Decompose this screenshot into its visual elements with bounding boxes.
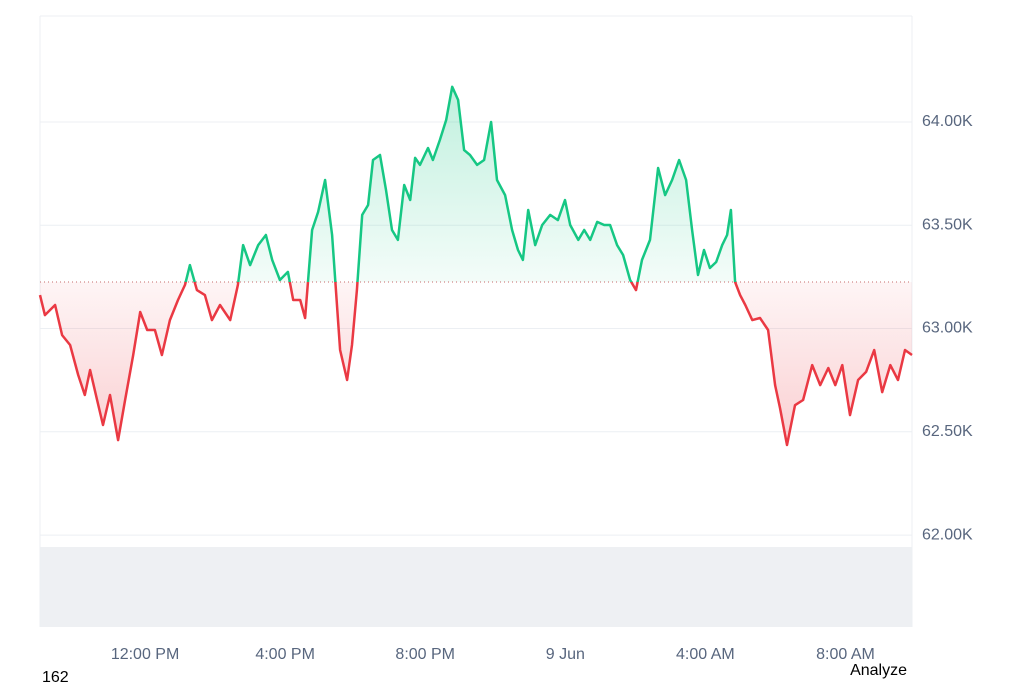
price-line [38, 85, 913, 447]
x-tick-label: 4:00 AM [676, 646, 735, 663]
x-tick-label: 8:00 PM [395, 646, 455, 663]
volume-area [40, 547, 912, 627]
x-tick-label: 8:00 AM [816, 646, 875, 663]
x-tick-label: 4:00 PM [255, 646, 315, 663]
analyze-button[interactable]: Analyze [850, 662, 907, 679]
y-tick-label: 63.50K [922, 216, 973, 233]
y-tick-label: 62.00K [922, 526, 973, 543]
price-area [40, 86, 912, 446]
x-tick-label: 9 Jun [546, 646, 585, 663]
x-tick-label: 12:00 PM [111, 646, 179, 663]
y-tick-label: 62.50K [922, 423, 973, 440]
y-tick-label: 63.00K [922, 320, 973, 337]
footer-left: 162 [42, 669, 69, 683]
y-tick-label: 64.00K [922, 113, 973, 130]
